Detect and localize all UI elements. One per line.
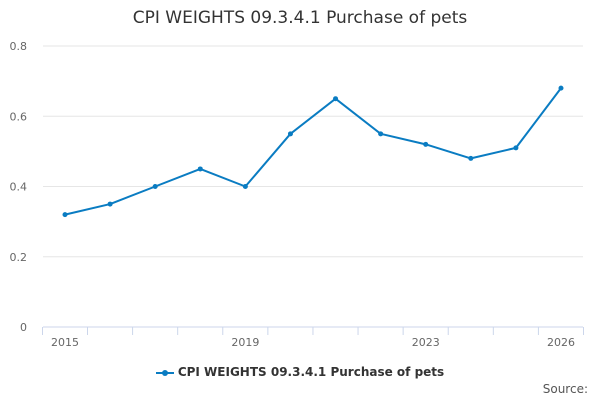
data-point xyxy=(197,166,203,172)
data-point xyxy=(423,141,429,147)
data-point xyxy=(558,85,564,91)
data-point xyxy=(468,155,474,161)
data-point xyxy=(378,131,384,137)
series-line xyxy=(64,87,562,216)
y-tick-label: 0.4 xyxy=(10,181,28,194)
x-tick-label: 2026 xyxy=(547,336,575,349)
x-tick-label: 2015 xyxy=(51,336,79,349)
y-tick-label: 0.2 xyxy=(10,251,28,264)
data-point xyxy=(242,184,248,189)
data-point xyxy=(62,212,68,218)
x-tick-label: 2019 xyxy=(231,336,259,349)
chart-title: CPI WEIGHTS 09.3.4.1 Purchase of pets xyxy=(132,8,468,28)
data-point xyxy=(513,145,519,151)
legend-label: CPI WEIGHTS 09.3.4.1 Purchase of pets xyxy=(177,365,445,379)
source-label: Source: xyxy=(542,382,588,396)
legend-line-marker-icon xyxy=(155,368,174,378)
y-tick-label: 0 xyxy=(20,321,27,334)
data-point xyxy=(152,184,158,189)
data-point xyxy=(107,201,113,207)
y-tick-label: 0.8 xyxy=(10,40,28,53)
x-tick-label: 2023 xyxy=(412,336,440,349)
y-tick-label: 0.6 xyxy=(10,110,28,123)
legend[interactable]: CPI WEIGHTS 09.3.4.1 Purchase of pets xyxy=(0,365,600,379)
data-point xyxy=(287,131,293,137)
data-point xyxy=(333,96,339,102)
